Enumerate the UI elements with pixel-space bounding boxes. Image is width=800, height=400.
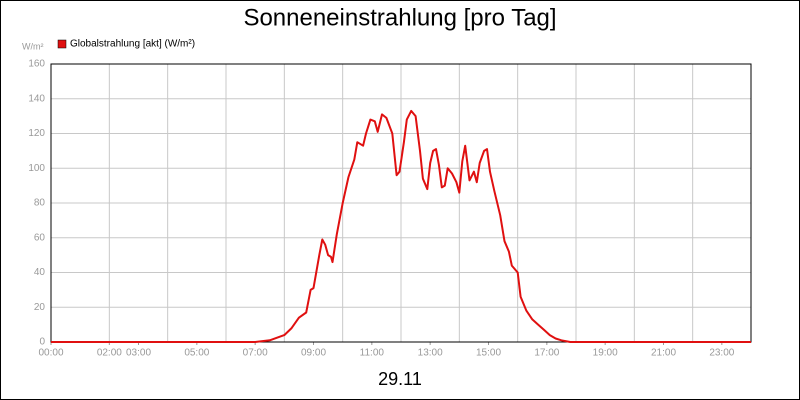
x-tick-label: 09:00 — [301, 348, 326, 359]
x-tick-label: 11:00 — [360, 348, 385, 359]
y-unit: W/m² — [22, 41, 44, 51]
x-axis-label: 29.11 — [378, 369, 422, 389]
x-tick-label: 13:00 — [418, 348, 443, 359]
y-tick-label: 80 — [34, 198, 46, 209]
plot-border — [50, 63, 752, 343]
x-tick-label: 07:00 — [243, 348, 268, 359]
data-line — [51, 109, 751, 343]
x-tick-label: 19:00 — [593, 348, 618, 359]
y-tick-label: 40 — [34, 267, 46, 278]
legend-swatch — [57, 39, 67, 49]
x-tick-label: 05:00 — [184, 348, 209, 359]
y-tick-label: 0 — [39, 337, 45, 348]
y-tick-label: 140 — [28, 93, 45, 104]
y-tick-label: 160 — [28, 59, 45, 70]
y-tick-label: 20 — [34, 302, 46, 313]
x-tick-label: 00:00 — [38, 348, 63, 359]
x-tick-label: 23:00 — [709, 348, 734, 359]
x-tick-label: 15:00 — [476, 348, 501, 359]
y-tick-label: 60 — [34, 232, 46, 243]
chart-title: Sonneneinstrahlung [pro Tag] — [243, 4, 556, 31]
x-tick-label: 02:00 — [97, 348, 122, 359]
x-tick-label: 17:00 — [534, 348, 559, 359]
x-tick-label: 21:00 — [651, 348, 676, 359]
y-tick-label: 120 — [28, 128, 45, 139]
legend-label: Globalstrahlung [akt] (W/m²) — [70, 39, 195, 50]
x-tick-label: 03:00 — [126, 348, 151, 359]
y-tick-label: 100 — [28, 163, 45, 174]
